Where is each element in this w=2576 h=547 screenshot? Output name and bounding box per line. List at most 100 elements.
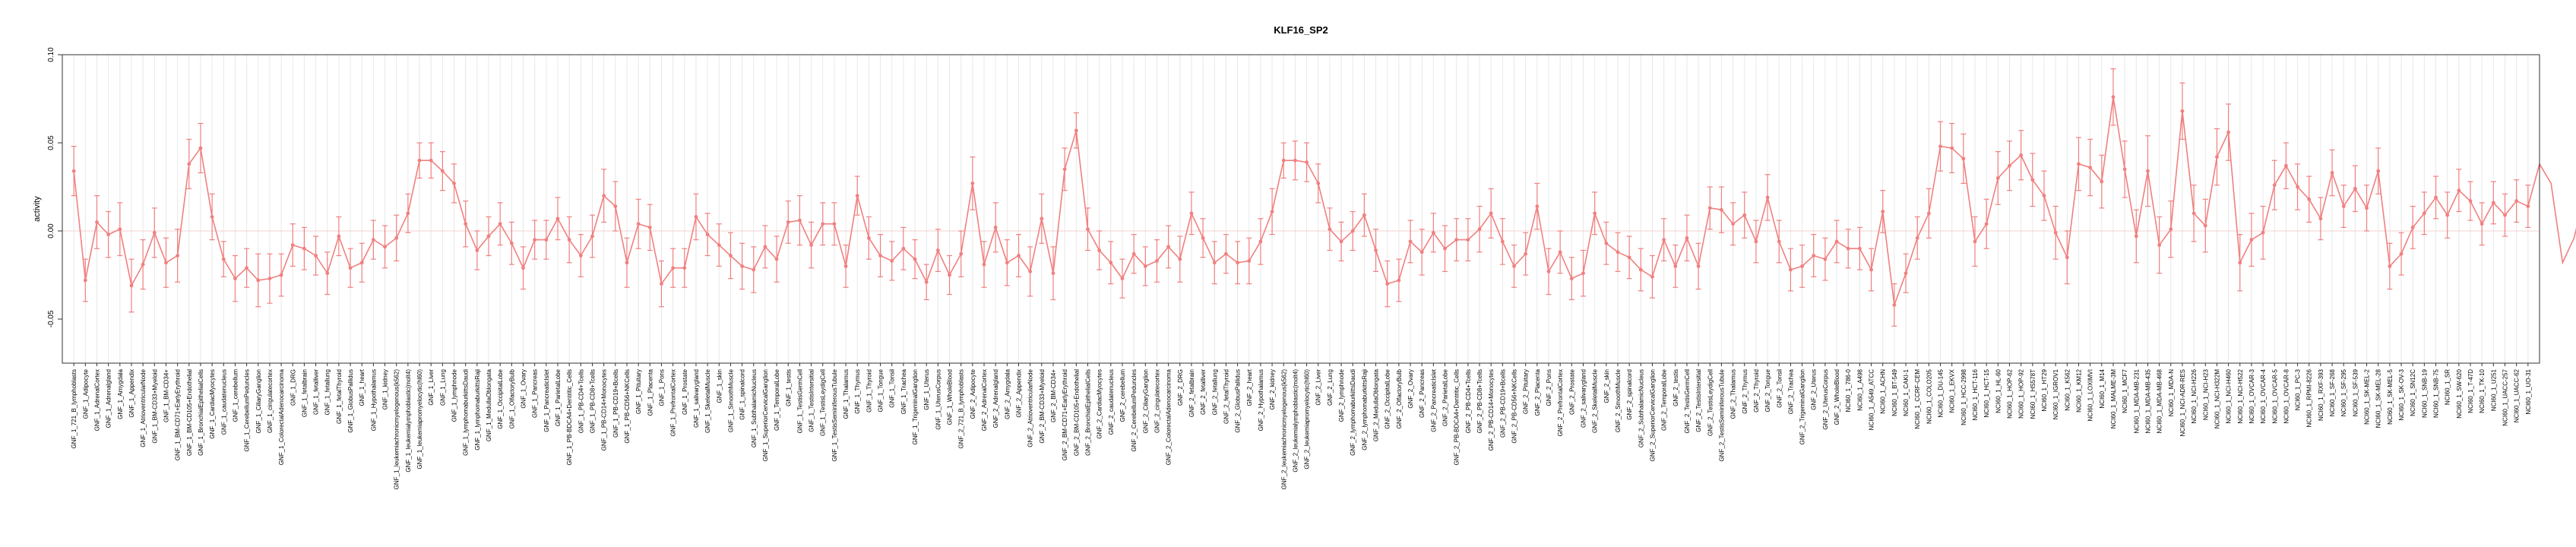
x-tick-label: GNF_1_lymphomaburkittsDaudi — [463, 369, 470, 456]
x-tick-label: NCI60_1_CCRF-CEM — [1914, 369, 1921, 429]
data-point — [2249, 238, 2254, 242]
data-point — [2042, 194, 2046, 198]
data-point — [1846, 246, 1850, 251]
y-axis-label: activity — [33, 196, 42, 222]
x-tick-label: GNF_2_CardiacMyocytes — [1097, 369, 1103, 439]
x-tick-label: NCI60_1_SNB-19 — [2421, 368, 2428, 418]
x-tick-label: NCI60_1_RPMI-8226 — [2306, 368, 2313, 427]
x-tick-label: NCI60_1_OVCAR-5 — [2271, 368, 2278, 423]
x-tick-label: GNF_1_Thalamus — [843, 369, 850, 419]
data-point — [647, 225, 652, 229]
x-tick-label: GNF_2_PB-CD14+Monocytes — [1488, 369, 1495, 451]
data-point — [452, 181, 456, 185]
x-tick-label: GNF_1_PB-CD19+Bcells — [612, 369, 619, 438]
data-point — [866, 236, 871, 240]
data-point — [2434, 195, 2438, 200]
data-point — [1616, 250, 1620, 255]
data-point — [1569, 277, 1574, 281]
x-tick-label: GNF_1_SmoothMuscle — [727, 368, 734, 432]
x-tick-label: GNF_1_fetallung — [324, 369, 331, 415]
data-point — [1419, 250, 1424, 255]
data-point — [1051, 271, 1055, 276]
x-tick-label: NCI60_1_A498 — [1856, 368, 1863, 410]
x-tick-label: GNF_2_spinalcord — [1626, 369, 1633, 420]
x-tick-label: NCI60_1_HL-60 — [1995, 368, 2002, 413]
x-tick-label: GNF_1_MedullaOblongata — [486, 368, 492, 441]
x-tick-label: GNF_1_testis — [785, 369, 792, 406]
data-point — [1281, 158, 1286, 163]
data-point — [1143, 264, 1147, 268]
data-point — [2203, 223, 2207, 228]
x-tick-label: NCI60_1_OVCAR-3 — [2248, 368, 2255, 423]
y-tick-label: -0.05 — [47, 310, 55, 327]
data-point — [993, 225, 998, 229]
data-point — [2514, 199, 2519, 203]
data-point — [1397, 278, 1401, 283]
data-point — [982, 262, 986, 267]
x-tick-label: GNF_2_PB-CD19+Bcells — [1499, 369, 1506, 438]
data-point — [924, 280, 929, 284]
x-tick-label: GNF_1_BM-CD33+Myeloid — [151, 369, 158, 444]
data-point — [1408, 239, 1413, 244]
data-point — [1062, 167, 1067, 172]
data-point — [152, 230, 157, 235]
x-tick-label: GNF_2_TestisIntersitial — [1695, 369, 1702, 432]
data-point — [2503, 213, 2507, 217]
data-point — [625, 261, 629, 265]
data-point — [118, 227, 122, 232]
data-point — [2457, 188, 2461, 193]
x-tick-label: GNF_1_CardiacMyocytes — [209, 369, 216, 439]
data-point — [2410, 225, 2415, 229]
data-point — [1892, 303, 1897, 307]
x-tick-label: GNF_1_Adipocyte — [82, 368, 89, 419]
data-point — [325, 271, 330, 276]
data-point — [901, 246, 906, 251]
x-tick-label: GNF_2_PrefrontalCortex — [1557, 369, 1564, 436]
data-point-layer — [71, 95, 2530, 307]
x-tick-label: GNF_2_BronchialEpithelialCells — [1084, 369, 1091, 456]
data-point — [1696, 264, 1701, 268]
data-point — [417, 158, 422, 163]
x-tick-label: GNF_2_ParietalLobe — [1442, 368, 1449, 426]
data-point — [1350, 229, 1355, 233]
data-point — [1754, 239, 1758, 244]
data-point — [1305, 160, 1309, 164]
data-point — [233, 277, 237, 281]
x-tick-label: NCI60_1_NCI-ADR-RES — [2179, 369, 2186, 436]
x-tick-label: GNF_2_ColorectalAdenocarcinoma — [1166, 368, 1172, 465]
x-tick-label: NCI60_1_MDA-MB-468 — [2157, 368, 2163, 433]
x-tick-label: GNF_1_Hypothalamus — [370, 369, 377, 431]
x-tick-label: GNF_2_PancreaticIslet — [1430, 368, 1437, 432]
data-point — [2169, 227, 2173, 232]
data-point — [1881, 210, 1885, 213]
data-point — [348, 266, 353, 270]
x-tick-label: NCI60_1_CAKI-1 — [1903, 368, 1910, 416]
data-point — [2100, 179, 2104, 184]
x-tick-label: GNF_1_fetalThyroid — [336, 369, 343, 424]
data-point — [786, 220, 790, 224]
x-tick-label: GNF_2_lymphomaburkittsRaji — [1361, 369, 1368, 451]
x-tick-label: GNF_2_CiliaryGanglion — [1142, 369, 1149, 433]
x-tick-label: NCI60_1_KM12 — [2075, 368, 2082, 412]
x-tick-label: GNF_1_cerebellum — [232, 369, 239, 422]
data-point — [1904, 271, 1908, 276]
x-tick-label: NCI60_1_SF-539 — [2352, 368, 2359, 416]
data-point — [1524, 251, 1528, 256]
x-tick-label: GNF_1_caudatenucleus — [220, 369, 227, 435]
data-point — [1005, 261, 1009, 265]
data-point — [2008, 163, 2011, 168]
x-tick-label: GNF_1_OccipitalLobe — [497, 368, 504, 428]
data-point — [1915, 236, 1919, 240]
data-point — [1593, 211, 1597, 216]
data-point — [1685, 236, 1689, 240]
x-tick-label: GNF_1_leukemiapromyelocytic(hl60) — [416, 369, 423, 470]
x-tick-label: NCI60_1_M14 — [2099, 368, 2106, 408]
x-tick-label: GNF_2_lymphomaburkittsDaudi — [1350, 369, 1356, 456]
data-point — [1731, 222, 1736, 226]
x-tick-label: NCI60_1_MALME-3M — [2110, 369, 2117, 429]
data-point — [475, 248, 479, 252]
x-tick-label: GNF_1_TestisIntersitial — [809, 369, 815, 432]
data-point — [671, 266, 676, 270]
x-tick-label: GNF_2_UterusCorpus — [1822, 369, 1829, 430]
x-tick-label: GNF_1_SkeletalMuscle — [704, 368, 711, 433]
